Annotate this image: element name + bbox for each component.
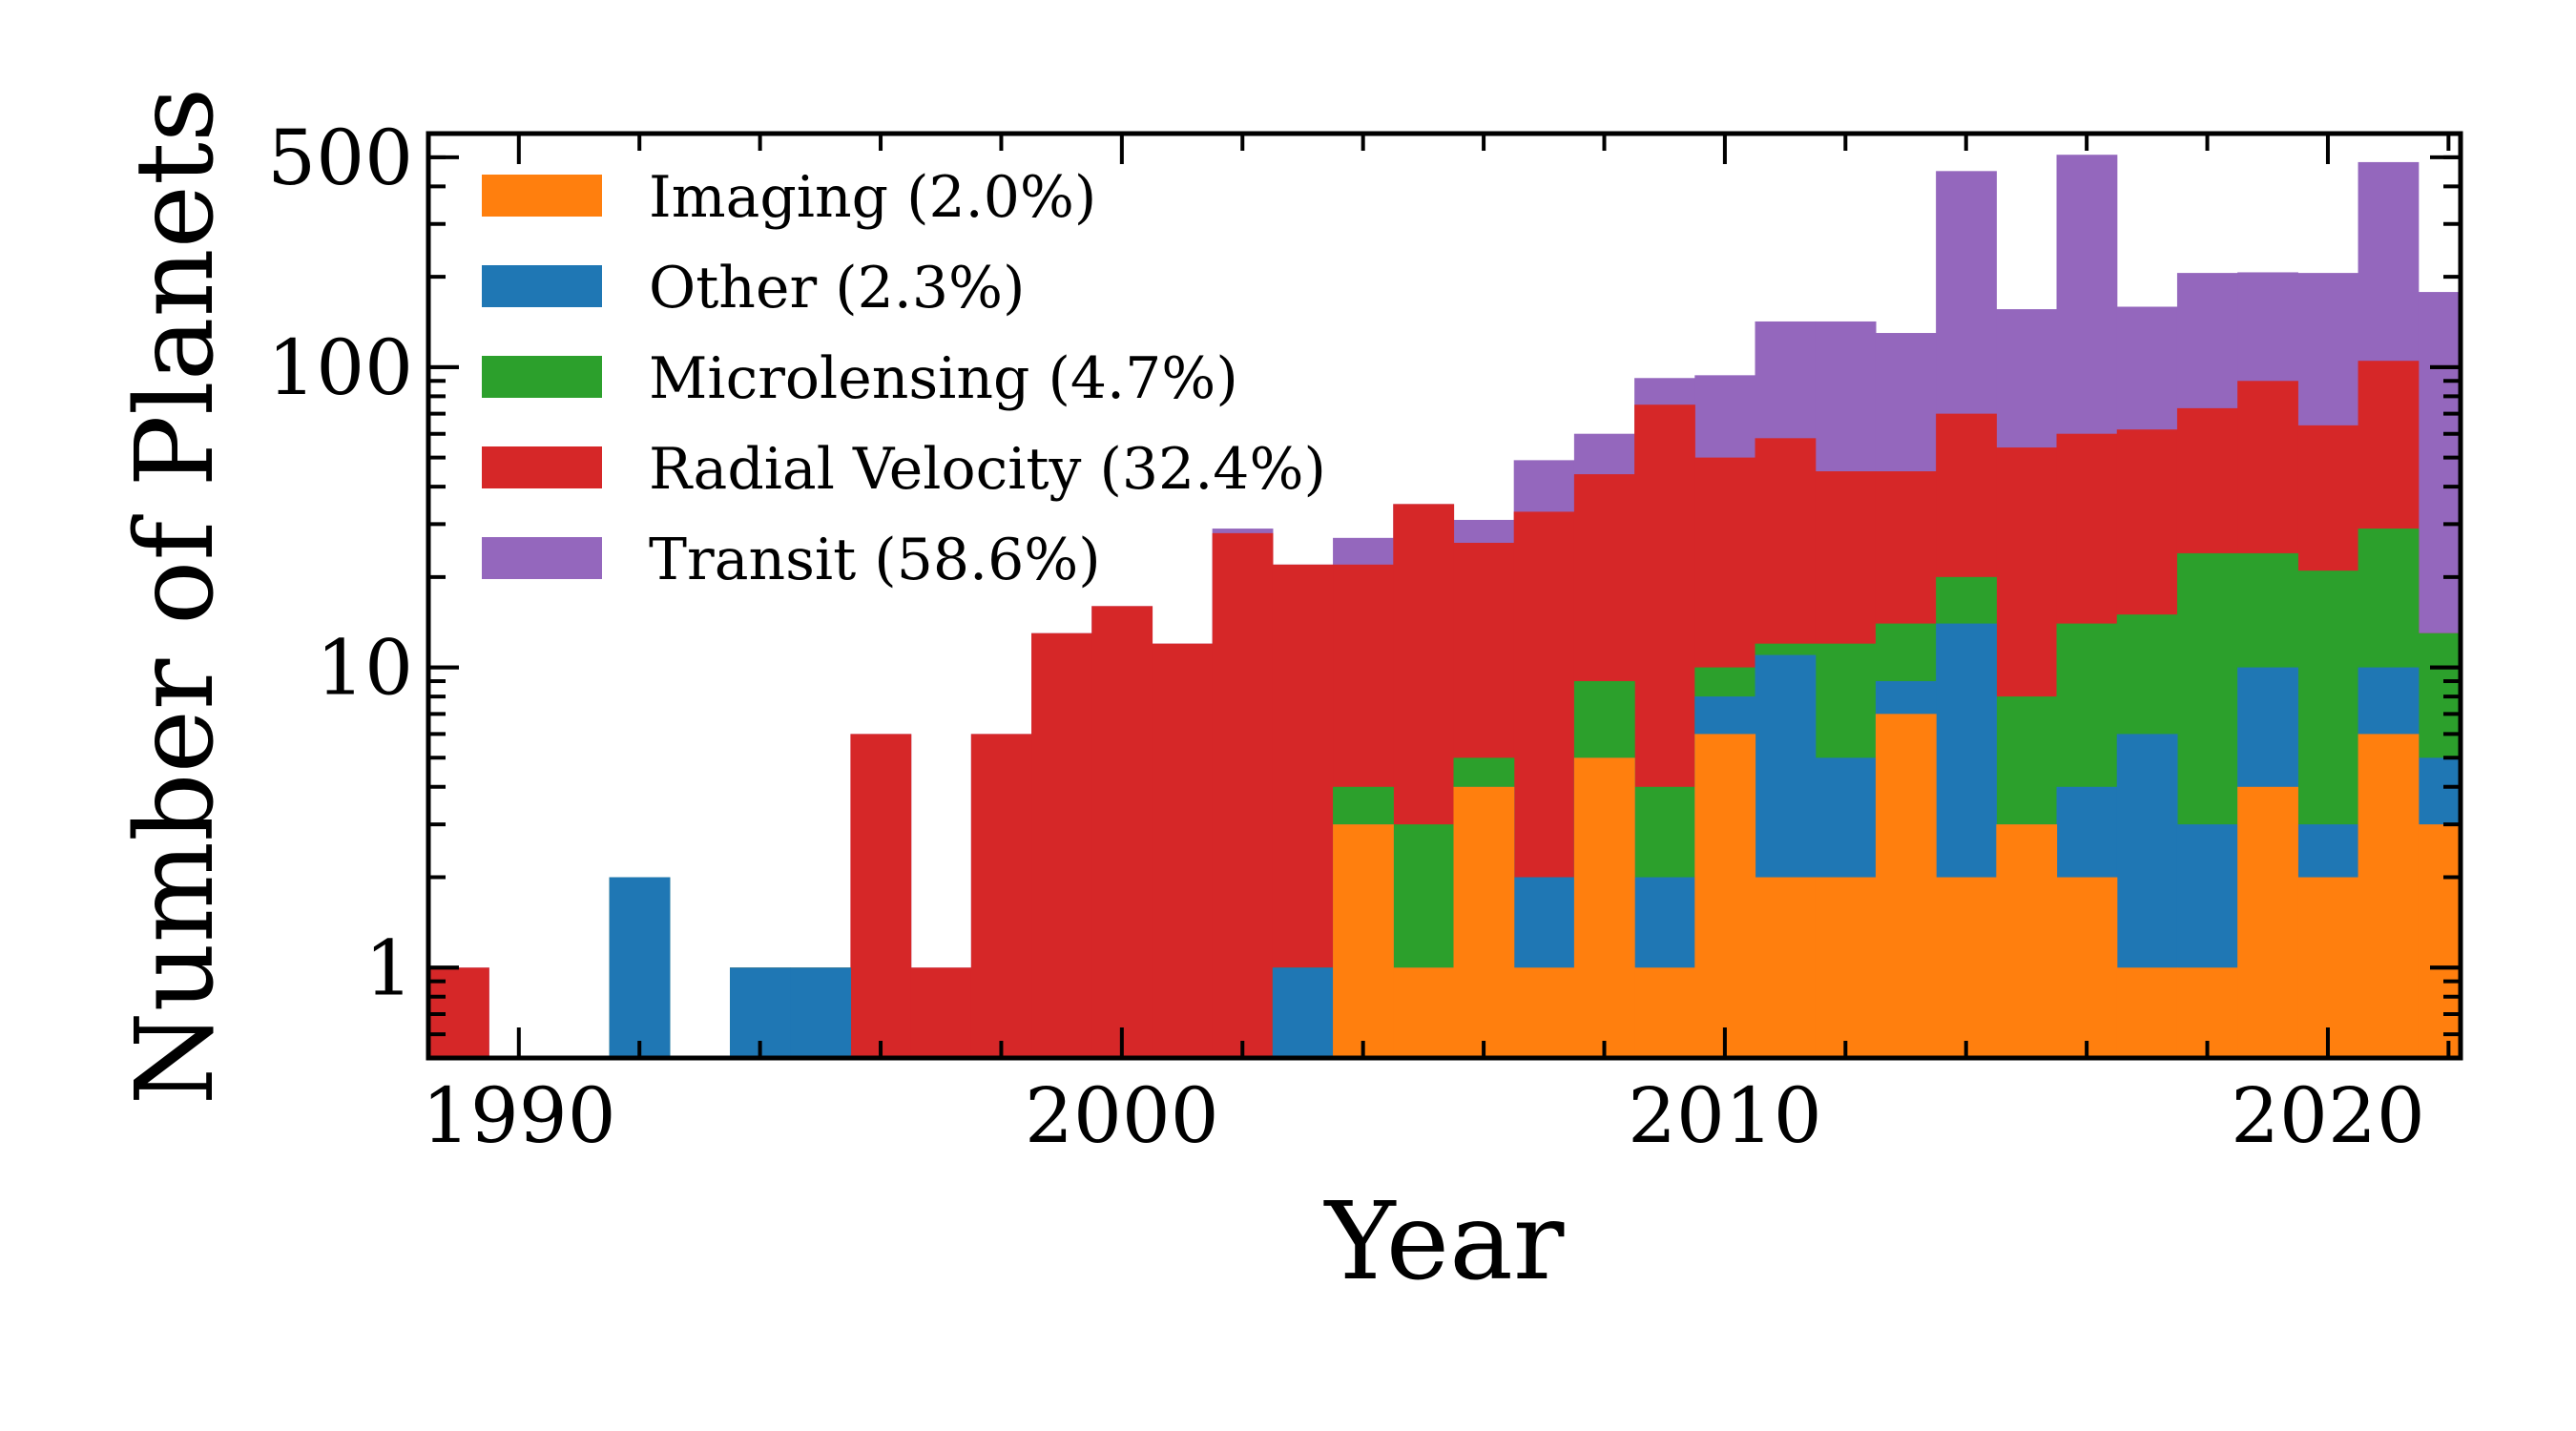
- legend-swatch-3: [482, 446, 602, 488]
- y-tick-label-100: 100: [267, 323, 413, 412]
- bar-radial-velocity-1998: [970, 734, 1032, 1058]
- legend-swatch-4: [482, 537, 602, 579]
- bar-other-2003: [1272, 967, 1334, 1058]
- y-tick-label-1: 1: [364, 923, 413, 1012]
- bar-radial-velocity-2000: [1091, 606, 1153, 1058]
- legend: Imaging (2.0%) Other (2.3%) Microlensing (…: [482, 164, 1326, 593]
- bar-imaging-2015: [1996, 824, 2058, 1058]
- legend-label-3: Radial Velocity (32.4%): [649, 436, 1326, 503]
- legend-label-4: Transit (58.6%): [649, 527, 1101, 593]
- bar-imaging-2006: [1453, 786, 1515, 1058]
- legend-label-2: Microlensing (4.7%): [649, 345, 1238, 412]
- bar-imaging-2019: [2237, 786, 2298, 1058]
- y-tick-label-500: 500: [267, 114, 413, 202]
- bar-imaging-2004: [1333, 824, 1394, 1058]
- legend-swatch-0: [482, 175, 602, 217]
- x-axis-label: Year: [1323, 1180, 1565, 1304]
- x-tick-label-2000: 2000: [1025, 1071, 1219, 1160]
- y-axis-label: Number of Planets: [114, 88, 238, 1106]
- bar-imaging-2005: [1393, 967, 1455, 1058]
- bar-imaging-2011: [1755, 877, 1817, 1058]
- bar-radial-velocity-1997: [910, 967, 972, 1058]
- stacked-bars: [428, 155, 2461, 1058]
- bar-imaging-2008: [1573, 757, 1635, 1058]
- bar-imaging-2013: [1875, 714, 1937, 1058]
- legend-label-0: Imaging (2.0%): [649, 164, 1096, 231]
- bar-other-1995: [790, 967, 852, 1058]
- bar-radial-velocity-1999: [1031, 633, 1092, 1058]
- y-tick-label-10: 10: [316, 624, 413, 713]
- bar-imaging-2012: [1815, 877, 1877, 1058]
- x-tick-label-2010: 2010: [1628, 1071, 1822, 1160]
- x-tick-label-2020: 2020: [2231, 1071, 2425, 1160]
- legend-swatch-2: [482, 356, 602, 398]
- bar-imaging-2007: [1513, 967, 1575, 1058]
- bar-imaging-2010: [1694, 734, 1756, 1058]
- legend-swatch-1: [482, 265, 602, 307]
- x-tick-label-1990: 1990: [422, 1071, 616, 1160]
- bar-radial-velocity-2001: [1152, 643, 1214, 1058]
- plot-frame: [426, 131, 2463, 1061]
- bar-imaging-2022: [2418, 824, 2461, 1058]
- bar-imaging-2014: [1936, 877, 1997, 1058]
- bar-radial-velocity-1996: [850, 734, 912, 1058]
- axis-ticks: 1990 2000 2010 2020 1 10 100 500: [267, 114, 2461, 1160]
- legend-label-1: Other (2.3%): [649, 255, 1025, 321]
- bar-radial-velocity-2002: [1212, 532, 1274, 1058]
- bar-imaging-2009: [1634, 967, 1695, 1058]
- bar-imaging-2017: [2116, 967, 2178, 1058]
- bar-imaging-2016: [2056, 877, 2118, 1058]
- bar-imaging-2021: [2358, 734, 2420, 1058]
- bar-other-1992: [609, 877, 671, 1058]
